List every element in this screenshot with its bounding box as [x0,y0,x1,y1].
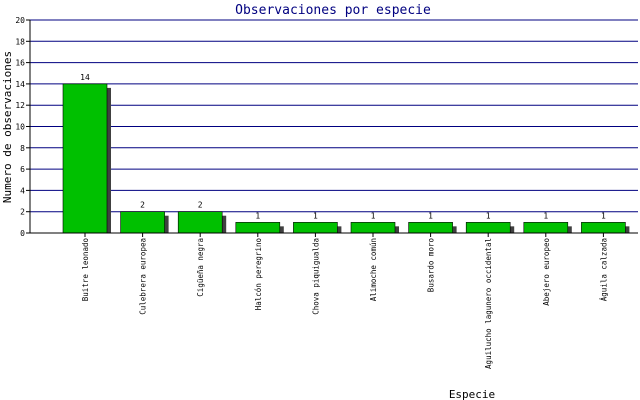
data-label: 1 [255,211,260,220]
x-tick-label: Chova piquigualda [311,238,320,315]
y-tick-label: 10 [15,123,25,132]
y-tick-label: 12 [15,101,25,110]
axes [29,20,638,234]
data-label: 1 [428,211,433,220]
x-tick-label: Aguilucho lagunero occidental [484,238,493,369]
chart-title: Observaciones por especie [235,3,431,18]
data-label: 1 [371,211,376,220]
bar [293,222,338,234]
y-tick-label: 0 [20,229,25,238]
x-tick-label: Culebrera europea [139,238,148,315]
y-tick-label: 18 [15,37,25,46]
data-labels: 14 2 2 1 1 1 1 1 1 1 [80,73,606,220]
y-tick-label: 2 [20,208,25,217]
x-tick-label: Abejero europeo [542,238,551,306]
y-tick-labels: 0 2 4 6 8 10 12 14 16 18 20 [15,16,30,238]
data-label: 1 [543,211,548,220]
data-label: 2 [198,201,203,210]
x-axis-label: Especie [449,388,495,400]
data-label: 14 [80,73,90,82]
bar [408,222,453,234]
x-tick-label: Alimoche común [369,238,378,301]
x-tick-label: Halcón peregrino [254,238,263,311]
y-tick-label: 6 [20,165,25,174]
bar [62,83,108,234]
x-tick-label: Buitre leonado [81,238,90,302]
data-label: 1 [313,211,318,220]
bar [120,211,165,234]
x-tick-label: Águila calzada [599,238,608,301]
y-tick-label: 14 [15,80,25,89]
bar [350,222,396,234]
data-label: 2 [140,201,145,210]
bar [177,211,223,234]
y-tick-label: 16 [15,59,25,68]
y-axis-label: Numero de observaciones [1,51,14,203]
bars [62,83,630,234]
bar [581,222,626,234]
data-label: 1 [601,211,606,220]
gridlines [30,19,638,213]
x-tick-labels: Buitre leonado Culebrera europea Cigüeña n… [81,233,608,369]
x-tick-label: Cigüeña negra [196,238,205,297]
y-tick-label: 8 [20,144,25,153]
bar [523,222,569,234]
bar [465,222,511,234]
data-label: 1 [486,211,491,220]
y-tick-label: 4 [20,186,25,195]
bar [235,222,281,234]
y-tick-label: 20 [15,16,25,25]
x-tick-label: Busardo moro [427,238,436,293]
